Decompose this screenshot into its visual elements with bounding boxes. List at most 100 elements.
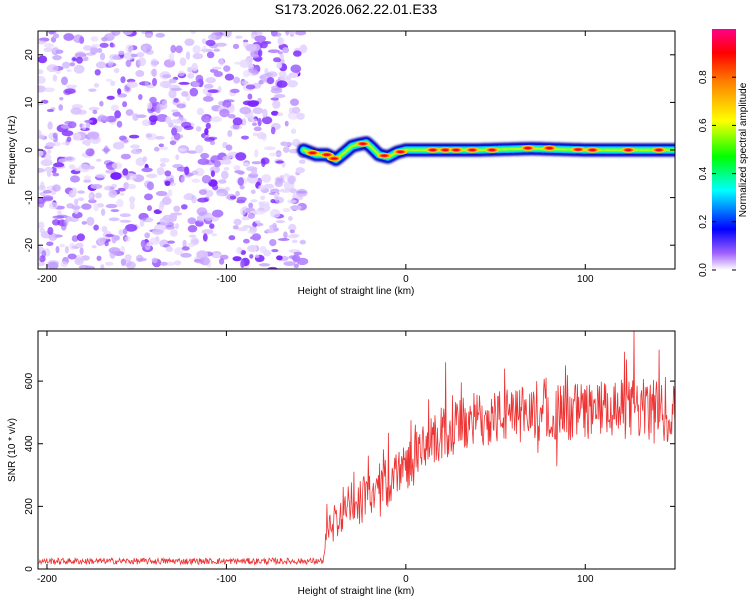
noise-blob: [73, 64, 85, 74]
noise-blob: [291, 233, 300, 238]
noise-blob: [218, 58, 225, 66]
noise-blob: [38, 55, 48, 64]
spectrogram-x-ticks: -200 -100 0 100: [37, 31, 594, 285]
spectrogram-x-tick-label: 0: [403, 274, 409, 285]
noise-blob: [105, 78, 112, 82]
noise-blob: [248, 173, 259, 178]
noise-blob: [105, 233, 114, 238]
noise-blob: [202, 233, 208, 242]
noise-blob: [52, 184, 61, 192]
noise-blob: [232, 117, 243, 126]
noise-blob: [117, 88, 122, 95]
noise-blob: [70, 175, 80, 183]
noise-blob: [283, 173, 290, 178]
noise-blob: [66, 69, 72, 72]
noise-blob: [43, 87, 56, 93]
noise-blob: [249, 254, 254, 259]
noise-blob: [232, 43, 240, 50]
noise-blob: [299, 239, 306, 245]
noise-blob: [114, 110, 121, 119]
snr-y-tick-label: 600: [24, 372, 35, 389]
noise-blob: [74, 257, 84, 266]
noise-blob: [116, 198, 124, 208]
noise-blob: [233, 165, 241, 171]
noise-blob: [285, 31, 290, 36]
noise-blob: [270, 199, 276, 204]
noise-blob: [276, 177, 284, 182]
noise-blob: [248, 202, 254, 209]
noise-blob: [59, 97, 64, 101]
noise-blob: [71, 211, 83, 219]
snr-y-ticks: 0 200 400 600: [24, 372, 675, 572]
noise-blob: [117, 187, 126, 192]
noise-blob: [261, 174, 272, 183]
noise-blob: [242, 118, 247, 126]
noise-blob: [141, 31, 146, 35]
colorbar-tick-label: 0.6: [698, 118, 709, 132]
noise-blob: [276, 62, 283, 69]
noise-blob: [252, 107, 264, 115]
noise-blob: [135, 157, 146, 166]
noise-blob: [232, 225, 239, 230]
noise-blob: [108, 189, 117, 198]
noise-blob: [62, 61, 71, 69]
noise-blob: [90, 184, 103, 189]
noise-blob: [171, 127, 178, 136]
noise-blob: [254, 149, 259, 158]
noise-blob: [84, 139, 91, 147]
noise-blob: [258, 201, 270, 207]
noise-blob: [74, 50, 86, 60]
noise-blob: [38, 253, 41, 261]
noise-blob: [104, 241, 109, 247]
noise-blob: [205, 39, 216, 47]
noise-blob: [144, 33, 153, 39]
signal-ridge-layer: [297, 136, 675, 166]
noise-blob: [152, 77, 157, 87]
noise-blob: [96, 255, 102, 261]
noise-blob: [259, 246, 267, 254]
noise-blob: [78, 163, 91, 173]
noise-blob: [88, 193, 94, 199]
noise-blob: [102, 148, 111, 153]
noise-blob: [169, 212, 178, 222]
noise-blob: [90, 46, 98, 55]
noise-blob: [55, 49, 64, 54]
noise-blob: [71, 205, 81, 210]
noise-blob: [97, 236, 107, 246]
noise-blob: [76, 109, 87, 115]
noise-blob: [174, 223, 179, 230]
noise-blob: [47, 226, 54, 235]
signal-hotspot-core: [524, 146, 532, 150]
noise-blob: [277, 238, 290, 241]
noise-blob: [122, 228, 128, 235]
noise-blob: [271, 249, 279, 253]
noise-blob: [186, 150, 198, 154]
noise-blob: [285, 75, 292, 83]
noise-blob: [137, 257, 147, 262]
spectrogram-y-tick-label: 20: [24, 49, 35, 61]
noise-blob: [67, 253, 77, 260]
noise-blob: [119, 135, 127, 141]
noise-blob: [195, 126, 202, 132]
noise-blob: [55, 246, 60, 254]
signal-hotspot-core: [323, 153, 331, 156]
noise-blob: [81, 123, 87, 131]
noise-blob: [99, 42, 109, 48]
noise-blob: [120, 153, 131, 160]
noise-blob: [168, 78, 177, 84]
noise-blob: [257, 117, 262, 127]
noise-blob: [160, 261, 168, 266]
noise-blob: [212, 209, 224, 218]
noise-blob: [212, 253, 222, 258]
noise-blob: [233, 218, 242, 226]
noise-blob: [81, 221, 88, 225]
noise-blob: [275, 160, 284, 164]
noise-blob: [223, 167, 230, 171]
noise-blob: [88, 199, 97, 204]
noise-blob: [122, 168, 129, 176]
noise-blob: [146, 181, 154, 191]
noise-blob: [177, 70, 185, 77]
noise-blob: [219, 108, 230, 118]
noise-blob: [195, 144, 204, 154]
noise-blob: [58, 104, 63, 111]
